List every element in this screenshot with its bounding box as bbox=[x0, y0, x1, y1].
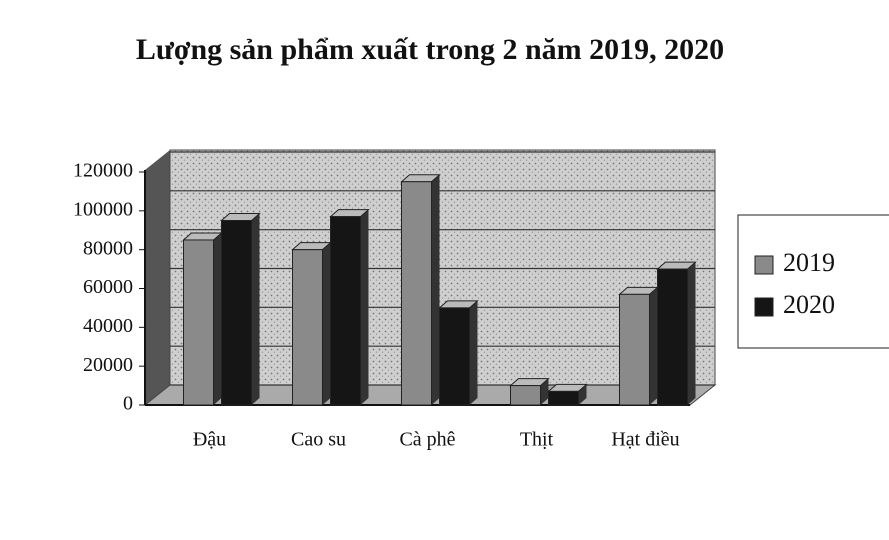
y-tick-label: 100000 bbox=[73, 198, 133, 220]
bar bbox=[657, 268, 688, 406]
x-tick-label: Hạt điều bbox=[611, 429, 679, 451]
bar-side bbox=[431, 174, 440, 405]
legend-swatch bbox=[754, 297, 774, 317]
legend-swatch bbox=[754, 255, 774, 275]
y-tick-label: 40000 bbox=[83, 315, 133, 337]
legend bbox=[737, 214, 889, 349]
bar bbox=[401, 181, 432, 406]
bar-side bbox=[578, 384, 587, 405]
bar-side bbox=[649, 287, 658, 405]
x-tick-label: Thịt bbox=[520, 429, 554, 451]
y-tick-label: 0 bbox=[123, 393, 133, 415]
y-tick-label: 120000 bbox=[73, 160, 133, 182]
bar bbox=[439, 307, 470, 406]
bar-side bbox=[251, 213, 260, 405]
side-wall bbox=[145, 150, 170, 405]
bar-side bbox=[540, 378, 549, 405]
chart-title: Lượng sản phẩm xuất trong 2 năm 2019, 20… bbox=[136, 33, 724, 66]
legend-label: 2019 bbox=[783, 248, 835, 277]
bar-side bbox=[469, 300, 478, 405]
bar-side bbox=[687, 262, 696, 405]
bar bbox=[183, 239, 214, 406]
bar-side bbox=[213, 232, 222, 405]
legend-label: 2020 bbox=[783, 290, 835, 319]
y-tick-label: 20000 bbox=[83, 354, 133, 376]
bar-side bbox=[360, 209, 369, 405]
x-tick-label: Cao su bbox=[291, 429, 346, 451]
x-tick-label: Cà phê bbox=[399, 429, 455, 451]
x-tick-label: Đậu bbox=[193, 429, 226, 451]
bar bbox=[510, 385, 541, 406]
bar-side bbox=[322, 242, 331, 405]
bar bbox=[221, 220, 252, 406]
y-tick-label: 60000 bbox=[83, 276, 133, 298]
bar bbox=[292, 249, 323, 406]
bar bbox=[619, 293, 650, 406]
bar bbox=[548, 390, 579, 406]
bar bbox=[330, 216, 361, 406]
y-tick-label: 80000 bbox=[83, 237, 133, 259]
